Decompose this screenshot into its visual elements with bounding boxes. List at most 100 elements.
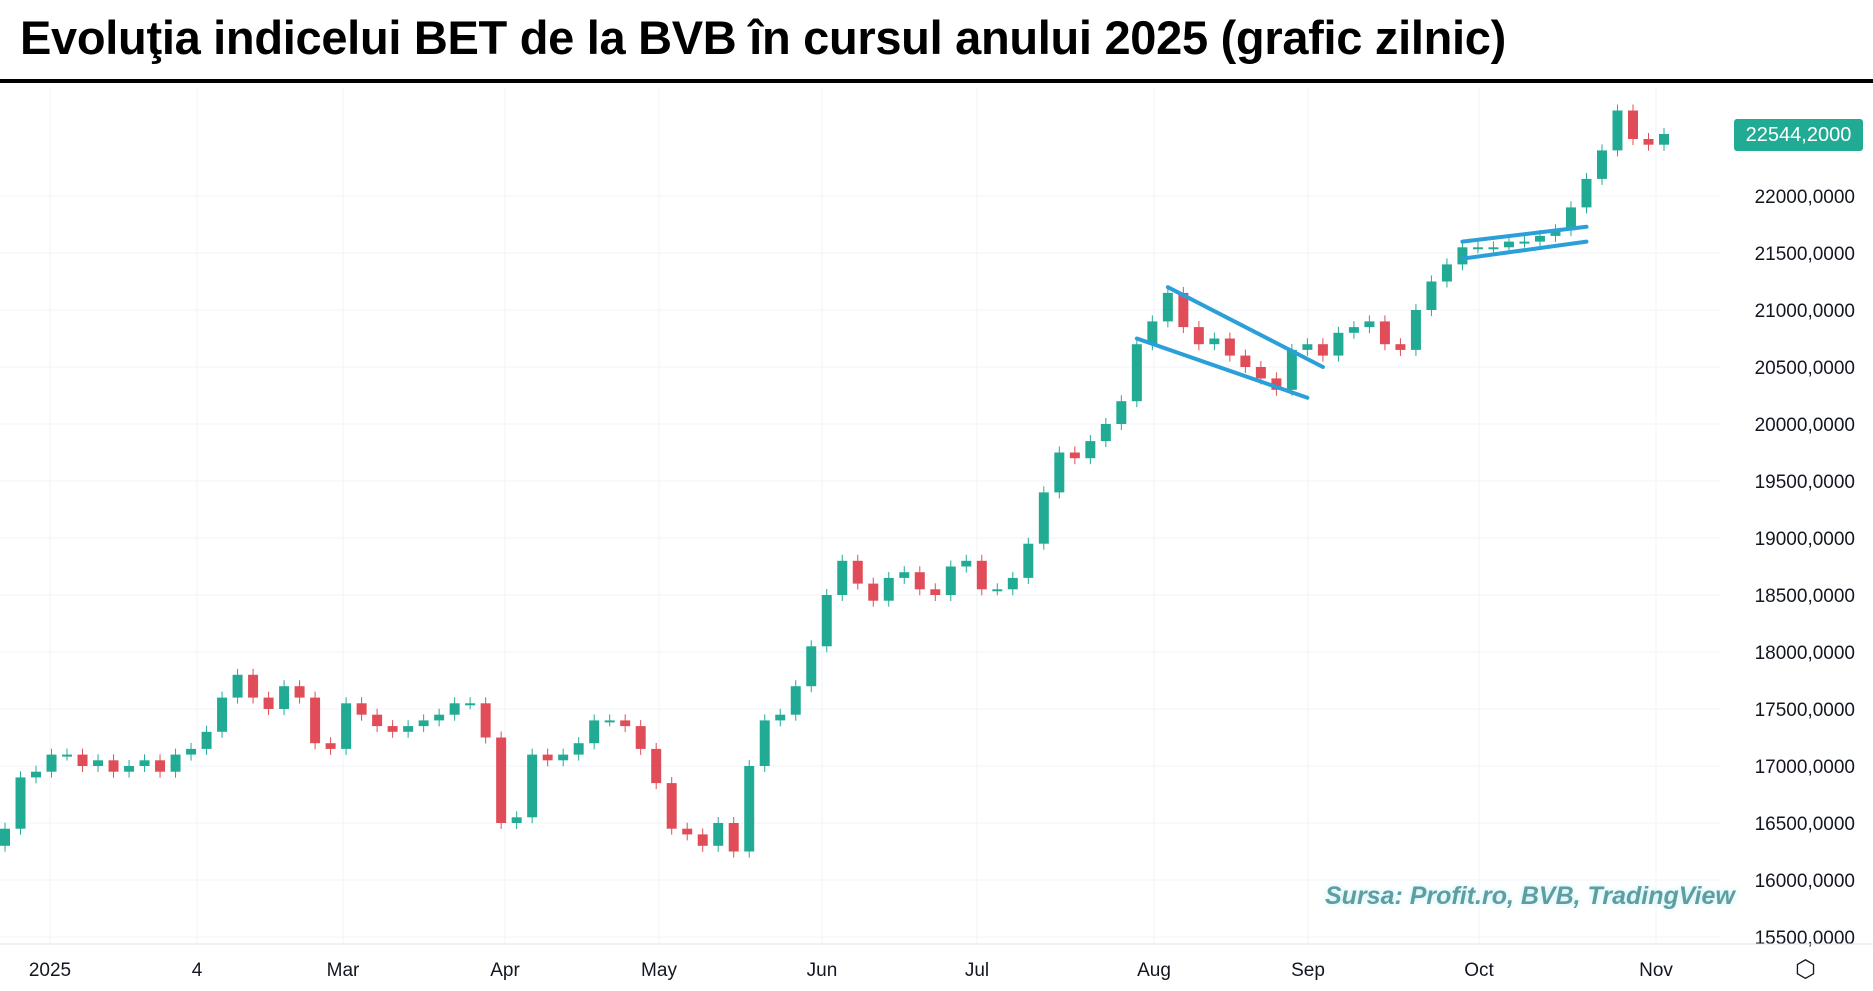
candle-down <box>1178 292 1189 328</box>
candle-up <box>945 566 956 595</box>
x-tick-label: Jul <box>965 960 989 981</box>
candle-up <box>1472 247 1483 250</box>
candle-down <box>930 589 941 595</box>
candle-down <box>852 560 863 584</box>
candle-up <box>1162 292 1173 322</box>
source-watermark: Sursa: Profit.ro, BVB, TradingView <box>1325 882 1735 910</box>
candle-up <box>232 674 243 698</box>
candle-up <box>1286 349 1297 390</box>
candle-up <box>589 720 600 744</box>
candle-down <box>1627 110 1638 139</box>
candle-up <box>883 577 894 601</box>
candle-up <box>1209 338 1220 345</box>
x-tick-label: May <box>641 960 677 981</box>
x-tick-label: 4 <box>192 960 203 981</box>
candle-up <box>170 754 181 772</box>
candle-up <box>558 754 569 761</box>
candle-down <box>325 743 336 749</box>
candle-down <box>1240 355 1251 367</box>
candle-down <box>1395 344 1406 350</box>
candle-down <box>1271 378 1282 390</box>
candle-up <box>759 720 770 766</box>
candle-down <box>868 583 879 601</box>
trendline <box>1460 239 1589 261</box>
candle-up <box>1100 424 1111 442</box>
candle-down <box>542 754 553 761</box>
candle-up <box>465 703 476 706</box>
candle-up <box>1116 401 1127 424</box>
candle-down <box>1255 367 1266 379</box>
x-tick-label: Jun <box>807 960 838 981</box>
candle-up <box>1410 310 1421 350</box>
candle-up <box>186 748 197 755</box>
candle-up <box>217 697 228 732</box>
candle-up <box>93 760 104 766</box>
y-tick-label: 21000,0000 <box>1755 301 1855 322</box>
trendline <box>1134 336 1310 400</box>
y-tick-label: 19000,0000 <box>1755 529 1855 550</box>
candle-up <box>1441 264 1452 282</box>
candle-up <box>1038 492 1049 544</box>
x-tick-label: Aug <box>1137 960 1171 981</box>
candle-up <box>992 589 1003 592</box>
x-tick-label: Nov <box>1639 960 1673 981</box>
candle-down <box>635 726 646 749</box>
y-tick-label: 18500,0000 <box>1755 586 1855 607</box>
candle-up <box>15 777 26 829</box>
candle-up <box>449 703 460 715</box>
x-tick-label: Apr <box>490 960 520 981</box>
candle-up <box>46 754 57 772</box>
candle-up <box>1085 441 1096 459</box>
candle-down <box>77 754 88 766</box>
candle-up <box>1023 543 1034 578</box>
candle-up <box>1550 230 1561 236</box>
candle-up <box>1302 344 1313 350</box>
trendline <box>1460 224 1589 244</box>
y-tick-label: 16000,0000 <box>1755 871 1855 892</box>
hexagon-settings-icon[interactable]: ⬡ <box>1795 956 1816 983</box>
candle-down <box>155 760 166 772</box>
candle-up <box>604 720 615 723</box>
x-tick-label: Sep <box>1291 960 1325 981</box>
candle-up <box>403 726 414 732</box>
candle-up <box>434 714 445 721</box>
candle-up <box>713 823 724 846</box>
candle-up <box>961 560 972 567</box>
candle-up <box>1534 235 1545 242</box>
candle-up <box>201 731 212 749</box>
chart-title: Evoluţia indicelui BET de la BVB în curs… <box>20 11 1506 64</box>
y-tick-label: 20000,0000 <box>1755 415 1855 436</box>
candle-down <box>310 697 321 744</box>
candle-down <box>248 674 259 698</box>
candle-down <box>480 703 491 738</box>
candle-up <box>31 771 42 778</box>
title-divider <box>0 79 1873 83</box>
candle-down <box>1193 327 1204 345</box>
candle-up <box>139 760 150 766</box>
candle-down <box>1379 321 1390 345</box>
y-tick-label: 15500,0000 <box>1755 928 1855 949</box>
candle-up <box>1457 247 1468 265</box>
trendline <box>1165 285 1325 369</box>
candle-up <box>1007 577 1018 590</box>
candle-up <box>1364 321 1375 328</box>
candle-up <box>573 743 584 755</box>
candle-up <box>511 817 522 823</box>
candle-down <box>1643 139 1654 145</box>
candle-down <box>728 823 739 852</box>
candle-up <box>1488 247 1499 250</box>
candle-down <box>651 748 662 784</box>
candle-up <box>775 714 786 721</box>
candle-up <box>1426 281 1437 310</box>
candle-down <box>1317 344 1328 356</box>
candle-up <box>1612 110 1623 151</box>
candle-down <box>1224 338 1235 356</box>
candle-down <box>914 572 925 590</box>
candle-down <box>263 697 274 709</box>
candle-up <box>1131 344 1142 402</box>
candle-up <box>899 572 910 578</box>
candle-down <box>387 726 398 732</box>
x-tick-label: Oct <box>1464 960 1494 981</box>
y-tick-label: 16500,0000 <box>1755 814 1855 835</box>
